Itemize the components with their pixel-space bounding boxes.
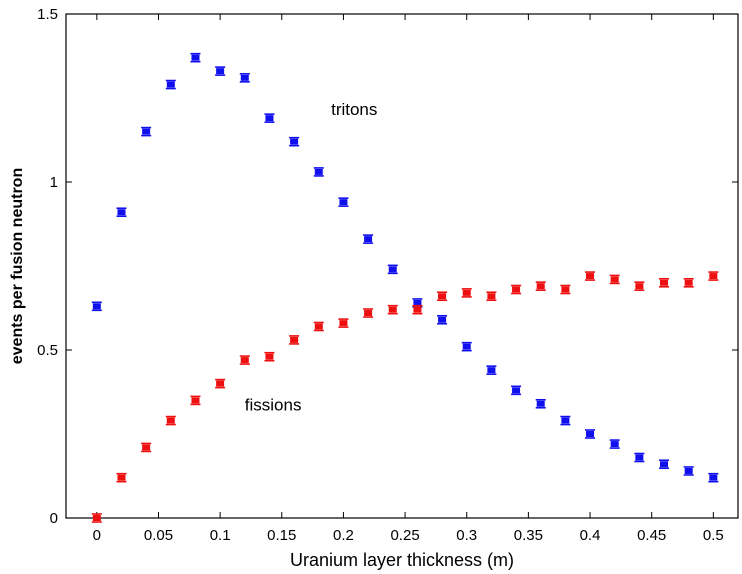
annotation-fissions: fissions [245, 395, 302, 414]
tritons-point [215, 66, 226, 76]
y-tick-label: 0 [50, 510, 58, 527]
x-tick-label: 0.35 [514, 527, 543, 544]
annotations: tritons fissions [245, 100, 378, 415]
tritons-point [91, 301, 102, 312]
series-tritons [91, 52, 719, 483]
fissions-point [683, 277, 694, 288]
tritons-point [190, 52, 201, 63]
x-tick-label: 0.1 [210, 527, 231, 544]
tritons-point [634, 452, 645, 463]
tritons-point [585, 429, 596, 439]
fissions-point [585, 271, 596, 281]
fissions-point [412, 304, 423, 315]
fissions-point [461, 288, 472, 298]
tritons-point [387, 264, 398, 275]
tritons-point [659, 459, 670, 470]
tritons-point [437, 314, 448, 325]
x-tick-label: 0.5 [703, 527, 724, 544]
x-tick-label: 0.3 [456, 527, 477, 544]
fissions-point [190, 395, 201, 406]
x-tick-label: 0.4 [580, 527, 601, 544]
x-tick-label: 0.45 [637, 527, 666, 544]
fissions-point [313, 321, 324, 332]
x-tick-label: 0.15 [267, 527, 296, 544]
tritons-point [560, 415, 571, 426]
fissions-point [659, 277, 670, 288]
y-tick-label: 0.5 [37, 342, 58, 359]
tritons-point [363, 234, 374, 244]
fissions-point [91, 513, 102, 523]
fissions-point [634, 281, 645, 291]
fissions-point [511, 284, 522, 295]
tritons-point [511, 385, 522, 396]
fissions-point [535, 281, 546, 291]
tritons-point [683, 466, 694, 476]
x-tick-label: 0.2 [333, 527, 354, 544]
fissions-point [338, 318, 349, 328]
fissions-point [437, 291, 448, 302]
tritons-point [313, 167, 324, 177]
tritons-point [141, 126, 152, 137]
fissions-point [486, 291, 497, 302]
x-tick-label: 0.05 [144, 527, 173, 544]
tritons-point [708, 472, 719, 483]
fissions-point [116, 472, 127, 483]
y-axis-label: events per fusion neutron [9, 168, 26, 364]
x-tick-label: 0 [93, 527, 101, 544]
tritons-point [264, 113, 275, 123]
tritons-point [609, 439, 620, 449]
annotation-tritons: tritons [331, 100, 377, 119]
tritons-point [486, 365, 497, 375]
fissions-point [165, 415, 176, 426]
y-axis-ticks: 0 0.5 1 1.5 [37, 6, 738, 527]
y-tick-label: 1 [50, 174, 58, 191]
fissions-point [239, 355, 250, 365]
y-tick-label: 1.5 [37, 6, 58, 23]
plot-area [65, 13, 739, 519]
fissions-point [289, 335, 300, 345]
tritons-point [239, 73, 250, 83]
tritons-point [289, 136, 300, 147]
x-tick-label: 0.25 [390, 527, 419, 544]
fissions-point [363, 308, 374, 318]
fissions-point [387, 304, 398, 315]
tritons-point [165, 79, 176, 90]
tritons-point [116, 207, 127, 218]
data-marks [91, 52, 719, 523]
fissions-point [141, 442, 152, 453]
x-axis-ticks: 0 0.05 0.1 0.15 0.2 0.25 0.3 0.35 0.4 0.45 0.5 [93, 14, 724, 544]
fissions-point [609, 274, 620, 285]
fissions-point [264, 351, 275, 362]
fissions-point [215, 378, 226, 389]
tritons-point [338, 197, 349, 207]
tritons-point [461, 341, 472, 352]
tritons-point [535, 398, 546, 409]
series-fissions [91, 271, 719, 523]
x-axis-label: Uranium layer thickness (m) [290, 550, 514, 570]
fissions-point [708, 271, 719, 281]
fissions-point [560, 284, 571, 295]
